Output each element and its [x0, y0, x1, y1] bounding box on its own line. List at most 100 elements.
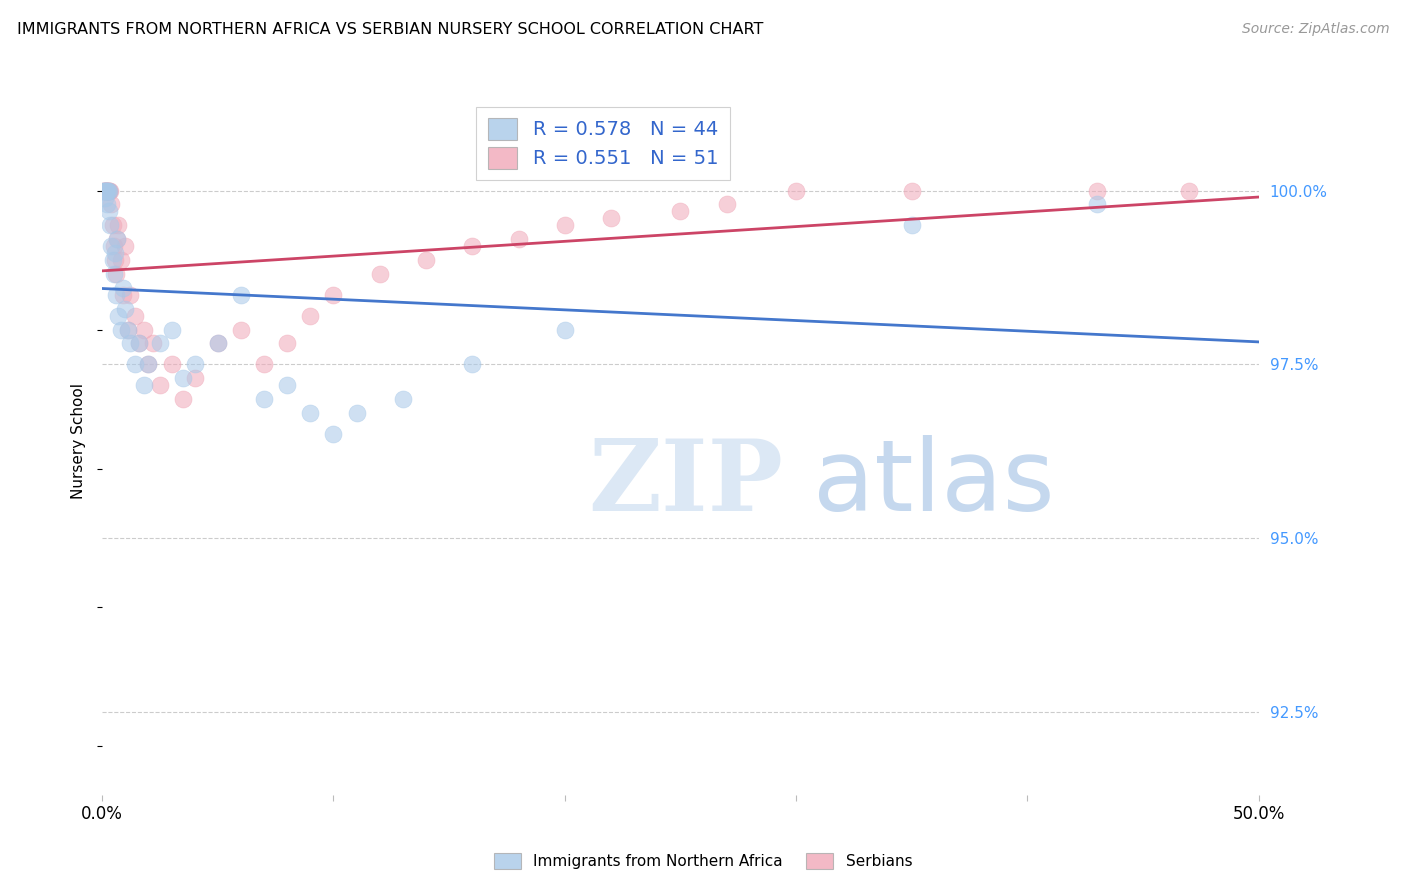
- Point: [98, 204, 121, 219]
- Point: [149, 336, 172, 351]
- Point: [105, 267, 128, 281]
- Point: [93, 184, 115, 198]
- Text: ZIP: ZIP: [588, 434, 783, 532]
- Point: [94, 184, 117, 198]
- Point: [117, 322, 139, 336]
- Point: [118, 287, 141, 301]
- Text: Source: ZipAtlas.com: Source: ZipAtlas.com: [1241, 22, 1389, 37]
- Point: [229, 322, 252, 336]
- Point: [461, 357, 484, 371]
- Point: [96, 184, 118, 198]
- Point: [415, 253, 437, 268]
- Point: [138, 357, 160, 371]
- Point: [160, 322, 183, 336]
- Point: [299, 309, 322, 323]
- Point: [160, 357, 183, 371]
- Point: [368, 267, 391, 281]
- Point: [172, 371, 194, 385]
- Point: [110, 322, 132, 336]
- Point: [103, 239, 125, 253]
- Point: [98, 184, 121, 198]
- Point: [299, 406, 322, 420]
- Point: [900, 219, 922, 233]
- Point: [183, 371, 205, 385]
- Point: [96, 184, 118, 198]
- Point: [172, 392, 194, 406]
- Point: [103, 267, 125, 281]
- Point: [128, 336, 150, 351]
- Point: [900, 184, 922, 198]
- Point: [93, 184, 115, 198]
- Point: [94, 184, 117, 198]
- Text: atlas: atlas: [814, 434, 1054, 532]
- Point: [128, 336, 150, 351]
- Point: [93, 190, 115, 204]
- Point: [785, 184, 807, 198]
- Point: [96, 184, 118, 198]
- Point: [107, 219, 129, 233]
- Point: [1178, 184, 1201, 198]
- Text: IMMIGRANTS FROM NORTHERN AFRICA VS SERBIAN NURSERY SCHOOL CORRELATION CHART: IMMIGRANTS FROM NORTHERN AFRICA VS SERBI…: [17, 22, 763, 37]
- Point: [98, 219, 121, 233]
- Point: [554, 219, 576, 233]
- Point: [93, 184, 115, 198]
- Point: [93, 184, 115, 198]
- Point: [94, 184, 117, 198]
- Point: [183, 357, 205, 371]
- Point: [132, 378, 155, 392]
- Point: [96, 197, 118, 211]
- Point: [392, 392, 415, 406]
- Point: [96, 184, 118, 198]
- Point: [101, 253, 124, 268]
- Point: [229, 287, 252, 301]
- Point: [142, 336, 165, 351]
- Legend: Immigrants from Northern Africa, Serbians: Immigrants from Northern Africa, Serbian…: [488, 847, 918, 875]
- Point: [207, 336, 229, 351]
- Point: [98, 184, 121, 198]
- Point: [461, 239, 484, 253]
- Point: [97, 184, 120, 198]
- Point: [105, 232, 128, 246]
- Point: [207, 336, 229, 351]
- Point: [105, 287, 128, 301]
- Point: [716, 197, 738, 211]
- Point: [322, 287, 344, 301]
- Point: [669, 204, 692, 219]
- Point: [117, 322, 139, 336]
- Point: [132, 322, 155, 336]
- Point: [124, 309, 146, 323]
- Point: [138, 357, 160, 371]
- Point: [114, 301, 136, 316]
- Point: [104, 253, 127, 268]
- Point: [276, 336, 298, 351]
- Point: [253, 357, 276, 371]
- Point: [100, 239, 122, 253]
- Point: [112, 281, 135, 295]
- Point: [94, 184, 117, 198]
- Point: [1085, 184, 1108, 198]
- Point: [508, 232, 530, 246]
- Point: [96, 184, 118, 198]
- Point: [100, 197, 122, 211]
- Point: [1085, 197, 1108, 211]
- Point: [600, 211, 623, 226]
- Point: [149, 378, 172, 392]
- Point: [105, 232, 128, 246]
- Point: [253, 392, 276, 406]
- Point: [114, 239, 136, 253]
- Y-axis label: Nursery School: Nursery School: [72, 383, 86, 499]
- Point: [124, 357, 146, 371]
- Point: [93, 184, 115, 198]
- Point: [554, 322, 576, 336]
- Point: [276, 378, 298, 392]
- Point: [97, 184, 120, 198]
- Point: [97, 184, 120, 198]
- Point: [97, 184, 120, 198]
- Point: [101, 219, 124, 233]
- Point: [104, 246, 127, 260]
- Point: [118, 336, 141, 351]
- Point: [110, 253, 132, 268]
- Point: [346, 406, 368, 420]
- Point: [322, 426, 344, 441]
- Point: [107, 309, 129, 323]
